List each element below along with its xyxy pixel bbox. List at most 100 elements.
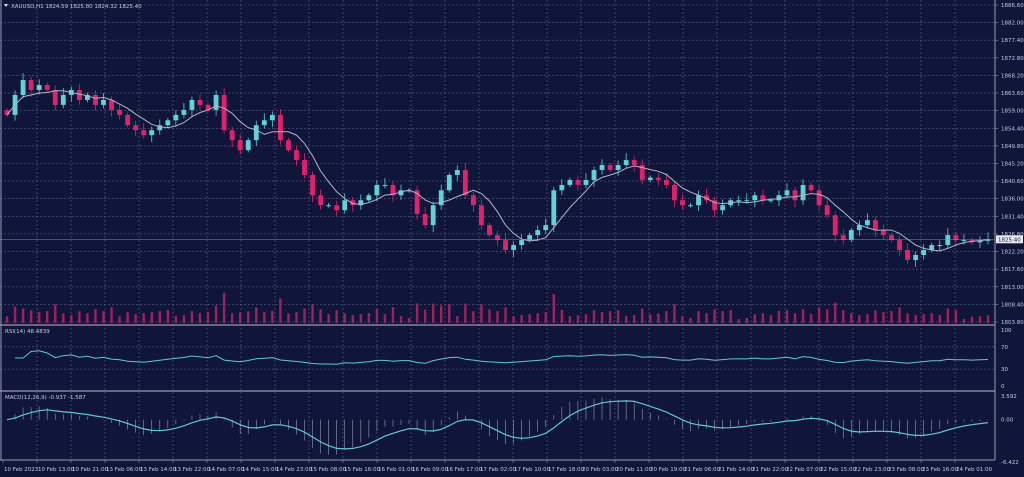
candle-up xyxy=(913,251,919,267)
candle-body xyxy=(157,125,163,131)
candle-body xyxy=(487,225,492,236)
candle-body xyxy=(189,99,195,110)
price-label: 1849.80 xyxy=(1001,144,1024,150)
candle-body xyxy=(905,250,911,260)
candle-body xyxy=(945,235,951,246)
candle-body xyxy=(334,205,340,211)
current-price-label: 1825.40 xyxy=(998,237,1021,243)
candle-body xyxy=(768,200,774,202)
time-label: 20 Feb 03:00 xyxy=(582,467,619,473)
candle-body xyxy=(36,85,42,90)
price-label: 1868.20 xyxy=(1001,73,1024,79)
candle-up xyxy=(149,126,155,143)
candle-down xyxy=(133,120,139,136)
candle-body xyxy=(76,89,82,100)
price-axis[interactable]: 1886.60 1882.00 1877.40 1872.80 1868.20 1863.… xyxy=(0,3,1024,326)
candle-up xyxy=(181,103,187,119)
candle-down xyxy=(237,134,243,155)
candle-up xyxy=(374,180,380,202)
candle-body xyxy=(454,170,460,175)
candle-up xyxy=(358,194,364,210)
candle-body xyxy=(559,184,565,191)
candle-down xyxy=(470,191,476,213)
candle-down xyxy=(229,126,235,148)
candle-up xyxy=(977,236,983,249)
time-label: 22 Feb 15:00 xyxy=(820,467,857,473)
candle-body xyxy=(398,190,404,196)
candle-up xyxy=(720,199,726,215)
candle-body xyxy=(438,190,444,206)
candle-body xyxy=(245,140,251,151)
volume-histogram xyxy=(5,292,990,323)
price-label: 1813.00 xyxy=(1001,285,1024,291)
price-label: 1840.60 xyxy=(1001,179,1024,185)
candle-down xyxy=(334,200,340,216)
candle-down xyxy=(824,198,830,219)
candle-body xyxy=(253,125,259,141)
candle-up xyxy=(165,117,171,128)
candle-up xyxy=(60,88,66,109)
candle-body xyxy=(696,195,701,206)
candle-up xyxy=(752,191,758,208)
candle-down xyxy=(141,123,147,139)
candle-body xyxy=(101,99,106,105)
candle-body xyxy=(873,220,878,231)
candle-body xyxy=(889,235,894,241)
time-label: 24 Feb 01:00 xyxy=(956,467,993,473)
time-label: 10 Feb 13:00 xyxy=(38,467,75,473)
price-label: 1886.60 xyxy=(1001,3,1024,9)
candle-body xyxy=(720,205,726,211)
candle-down xyxy=(808,182,814,193)
candle-down xyxy=(286,137,291,153)
candle-body xyxy=(575,179,581,185)
macd-axis-label: 0.00 xyxy=(1001,418,1014,424)
candle-body xyxy=(366,195,372,201)
candle-down xyxy=(390,181,396,203)
candle-body xyxy=(261,120,267,126)
candle-down xyxy=(318,189,324,210)
time-label: 10 Feb 2023 xyxy=(4,467,39,473)
candle-body xyxy=(4,110,10,115)
candle-body xyxy=(28,80,34,90)
time-label: 16 Feb 01:00 xyxy=(378,467,415,473)
candle-up xyxy=(647,175,653,183)
candle-body xyxy=(752,195,758,201)
candle-down xyxy=(422,207,428,229)
rsi-title: RSI(14) 48.4839 xyxy=(5,329,50,335)
candle-body xyxy=(663,179,669,185)
candle-body xyxy=(237,140,243,151)
candle-body xyxy=(310,174,315,196)
candle-body xyxy=(856,225,862,231)
candle-body xyxy=(269,114,275,121)
time-label: 15 Feb 08:00 xyxy=(310,467,347,473)
dropdown-triangle-icon[interactable] xyxy=(4,4,8,7)
time-label: 20 Feb 11:00 xyxy=(616,467,653,473)
time-label: 16 Feb 09:00 xyxy=(412,467,449,473)
candle-body xyxy=(20,80,26,95)
candle-down xyxy=(655,173,661,186)
candle-body xyxy=(470,195,476,206)
time-label: 20 Feb 19:00 xyxy=(650,467,687,473)
candle-body xyxy=(792,190,798,201)
panel-frames xyxy=(0,0,996,461)
time-label: 14 Feb 07:00 xyxy=(208,467,245,473)
candle-body xyxy=(543,225,549,231)
candle-body xyxy=(591,170,597,180)
candle-up xyxy=(430,201,436,233)
candle-up xyxy=(535,225,541,241)
candle-body xyxy=(109,99,114,110)
candle-up xyxy=(213,90,219,116)
candle-body xyxy=(631,160,637,166)
candle-body xyxy=(446,174,452,191)
price-label: 1831.40 xyxy=(1001,214,1024,220)
candle-body xyxy=(277,114,283,141)
candle-down xyxy=(310,171,315,203)
symbol-title: XAUUSD,H1 1824.59 1825.80 1824.32 1825.4… xyxy=(11,4,142,10)
candle-body xyxy=(937,245,943,247)
candle-up xyxy=(245,137,251,153)
candle-up xyxy=(189,96,195,117)
candle-body xyxy=(141,130,147,136)
time-label: 17 Feb 10:00 xyxy=(514,467,551,473)
